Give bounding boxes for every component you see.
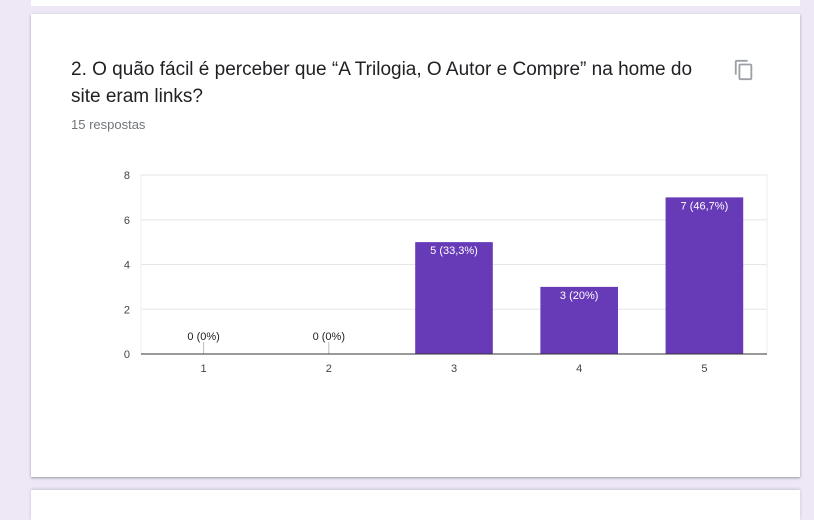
y-tick-label: 8 bbox=[124, 170, 130, 182]
y-tick-label: 4 bbox=[124, 260, 130, 272]
y-tick-label: 0 bbox=[124, 349, 130, 361]
response-count: 15 respostas bbox=[71, 117, 146, 132]
data-label: 3 (20%) bbox=[560, 290, 599, 302]
data-label: 0 (0%) bbox=[187, 331, 219, 343]
bar bbox=[540, 286, 619, 354]
copy-icon[interactable] bbox=[733, 59, 755, 81]
previous-card-edge bbox=[31, 0, 800, 6]
x-tick-label: 3 bbox=[451, 363, 457, 375]
x-tick-label: 4 bbox=[576, 363, 582, 375]
bar-chart: 0 2 4 6 8 0 (0%) 1 0 (0%) 2 5 (33,3%) 3 3 (20%) 4 7 (… bbox=[124, 170, 768, 375]
x-tick-label: 5 bbox=[701, 363, 707, 375]
data-label: 0 (0%) bbox=[313, 331, 345, 343]
question-title: 2. O quão fácil é perceber que “A Trilog… bbox=[71, 59, 693, 107]
y-tick-label: 6 bbox=[124, 215, 130, 227]
bar bbox=[665, 197, 744, 354]
bar bbox=[415, 242, 493, 354]
x-tick-label: 1 bbox=[201, 363, 207, 375]
x-tick-label: 2 bbox=[326, 363, 332, 375]
y-tick-label: 2 bbox=[124, 304, 130, 316]
data-label: 7 (46,7%) bbox=[681, 200, 729, 212]
data-label: 5 (33,3%) bbox=[430, 245, 478, 257]
